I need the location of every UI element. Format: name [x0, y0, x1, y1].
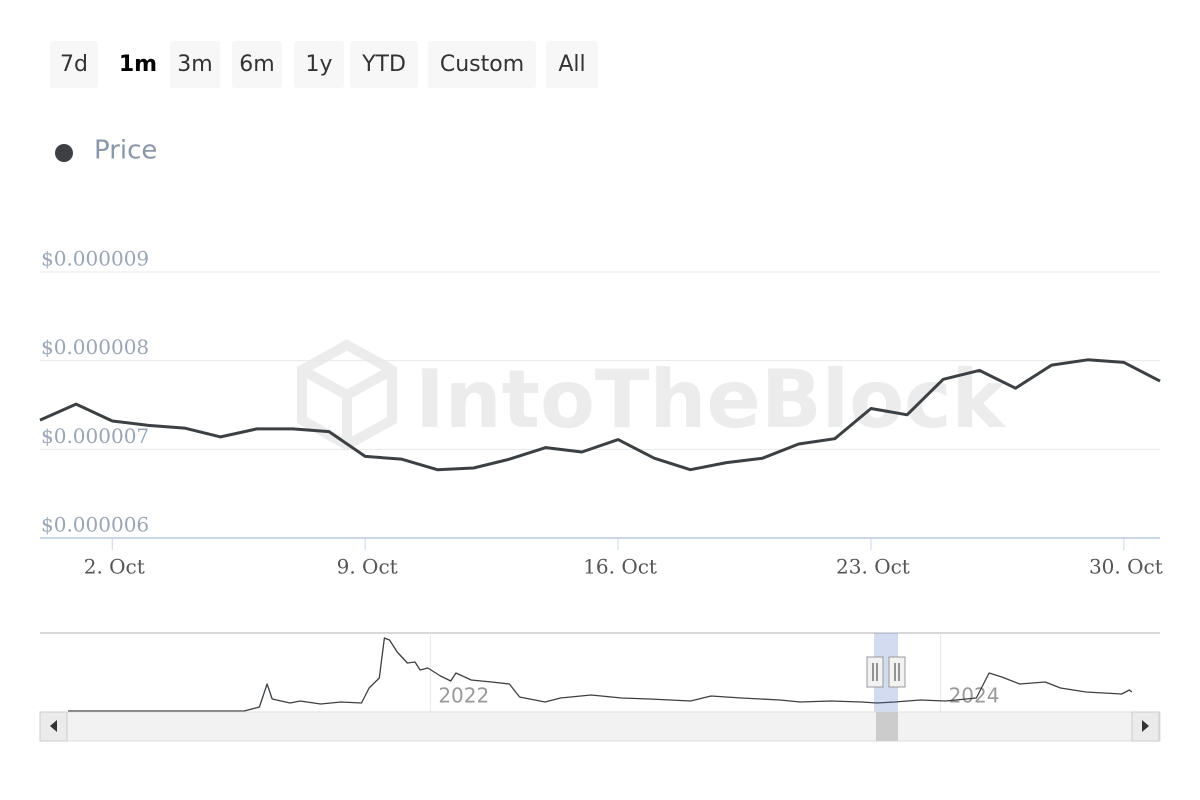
watermark: IntoTheBlock [415, 353, 1006, 446]
range-button[interactable]: YTD [350, 41, 418, 88]
navigator-tick-label: 2022 [438, 684, 489, 708]
x-tick-label: 9. Oct [337, 555, 398, 579]
navigator-handle[interactable] [888, 656, 906, 688]
arrow-left [50, 720, 57, 732]
x-tick-label: 30. Oct [1089, 555, 1163, 579]
arrow-right [1142, 720, 1149, 732]
range-button[interactable]: Custom [428, 41, 536, 88]
range-button[interactable]: 1y [294, 41, 344, 88]
x-tick-label: 2. Oct [84, 555, 145, 579]
range-button[interactable]: 7d [50, 41, 98, 88]
line [68, 637, 1133, 712]
navigator-handle[interactable] [866, 656, 884, 688]
navigator-tick-label: 2024 [949, 684, 1000, 708]
y-tick-label: $0.000006 [41, 513, 149, 537]
scrollbar-thumb[interactable] [876, 712, 898, 741]
scrollbar-right[interactable] [1131, 711, 1160, 742]
y-tick-label: $0.000008 [41, 335, 149, 359]
range-button[interactable]: 3m [170, 41, 220, 88]
legend-label[interactable]: Price [94, 136, 157, 166]
x-tick-label: 16. Oct [583, 555, 657, 579]
range-button[interactable]: 1m [110, 41, 166, 88]
range-button[interactable]: All [546, 41, 598, 88]
range-button[interactable]: 6m [232, 41, 282, 88]
scrollbar-left[interactable] [39, 711, 68, 742]
line [39, 358, 1161, 472]
legend-symbol [55, 144, 73, 162]
scrollbar-track[interactable] [39, 711, 1161, 742]
x-tick-label: 23. Oct [836, 555, 910, 579]
y-tick-label: $0.000009 [41, 247, 149, 271]
y-tick-label: $0.000007 [41, 424, 149, 448]
